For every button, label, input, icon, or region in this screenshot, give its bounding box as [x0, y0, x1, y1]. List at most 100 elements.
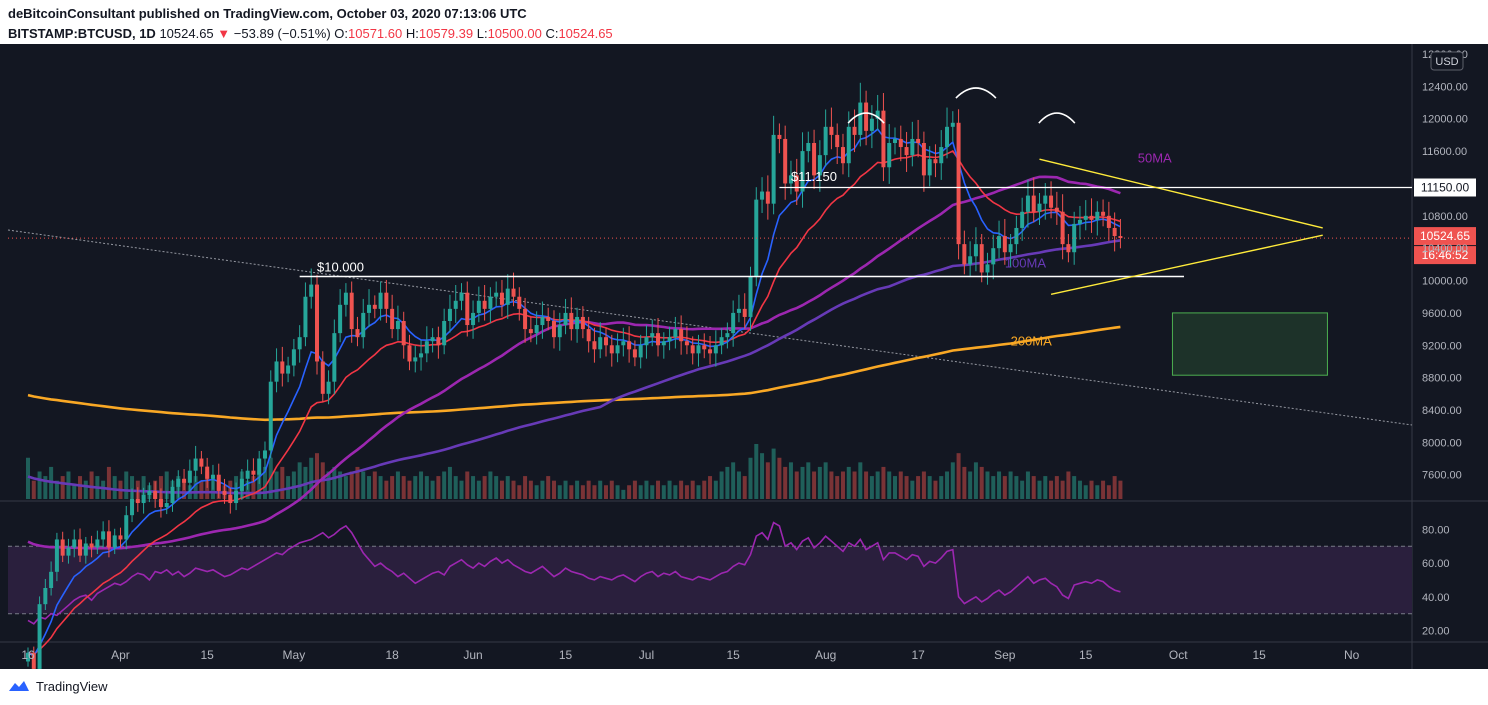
candle-body	[436, 337, 441, 346]
volume-bar	[528, 480, 533, 499]
candle-body	[262, 450, 267, 459]
volume-bar	[893, 476, 897, 499]
volume-bar	[921, 471, 926, 499]
candle-body	[731, 312, 736, 334]
volume-bar	[592, 485, 597, 499]
volume-bar	[291, 471, 296, 499]
volume-bar	[869, 476, 874, 499]
volume-bar	[673, 485, 678, 499]
candle-body	[702, 345, 707, 350]
candle-body	[1112, 227, 1117, 237]
volume-bar	[956, 453, 961, 499]
volume-bar	[708, 476, 713, 499]
candle-body	[673, 329, 678, 338]
high-label: H:	[405, 26, 419, 41]
volume-bar	[315, 453, 319, 499]
volume-bar	[771, 448, 776, 499]
candle-body	[153, 490, 158, 499]
symbol-label[interactable]: BITSTAMP:BTCUSD, 1D	[8, 26, 156, 41]
candle-body	[627, 341, 632, 350]
candle-body	[476, 300, 481, 313]
volume-bar	[927, 476, 932, 499]
candle-body	[1072, 223, 1077, 253]
volume-bar	[748, 457, 753, 499]
candle-body	[898, 138, 903, 148]
candle-body	[604, 337, 608, 346]
volume-bar	[684, 485, 689, 499]
footer-brand[interactable]: TradingView	[36, 678, 108, 694]
volume-bar	[1083, 485, 1088, 499]
volume-bar	[765, 462, 770, 499]
volume-bar	[621, 489, 626, 499]
volume-bar	[979, 466, 984, 499]
volume-bar	[280, 466, 285, 499]
time-tick-label: 17	[911, 648, 925, 662]
candle-body	[621, 341, 626, 346]
volume-bar	[858, 462, 863, 499]
volume-bar	[158, 476, 163, 499]
candle-body	[124, 515, 129, 540]
candle-body	[187, 470, 192, 483]
candle-body	[384, 292, 389, 309]
volume-bar	[112, 476, 117, 499]
time-tick-label: Oct	[1169, 648, 1188, 662]
time-tick-label: Sep	[994, 648, 1016, 662]
volume-bar	[852, 471, 857, 499]
volume-bar	[650, 485, 655, 499]
rsi-tick-label: 20.00	[1422, 626, 1450, 638]
candle-body	[390, 308, 395, 330]
change-value: −53.89 (−0.51%)	[233, 26, 331, 41]
price-chart[interactable]: $10.000 $11.150 50MA 100MA 200MA 11150.00 1052…	[0, 44, 1488, 669]
volume-bar	[355, 466, 360, 499]
candle-body	[800, 151, 805, 192]
volume-bar	[1002, 476, 1007, 499]
countdown-tag: 16:46:52	[1422, 248, 1469, 262]
candle-body	[858, 102, 863, 135]
volume-bar	[1060, 480, 1065, 499]
candle-body	[939, 147, 944, 164]
level-11150-label: $11.150	[791, 169, 837, 184]
volume-bar	[297, 462, 302, 499]
rsi-tick-label: 40.00	[1422, 592, 1450, 604]
time-tick-label: Jun	[463, 648, 482, 662]
candle-body	[176, 478, 181, 487]
candle-body	[916, 138, 921, 143]
volume-bar	[679, 480, 684, 499]
volume-bar	[378, 476, 383, 499]
candle-body	[534, 325, 539, 334]
candle-body	[985, 264, 990, 273]
candle-body	[736, 308, 741, 313]
candle-body	[592, 341, 597, 350]
candle-body	[1077, 219, 1082, 224]
candle-body	[748, 276, 753, 317]
volume-bar	[702, 480, 707, 499]
price-tick-label: 8400.00	[1422, 405, 1462, 417]
volume-bar	[511, 480, 516, 499]
candle-body	[170, 486, 175, 504]
currency-label: USD	[1435, 56, 1458, 68]
candle-body	[447, 308, 452, 321]
candle-body	[817, 155, 822, 176]
candle-body	[615, 345, 620, 354]
volume-bar	[783, 466, 788, 499]
candle-body	[528, 329, 533, 334]
volume-bar	[245, 480, 250, 499]
target-box	[1171, 312, 1328, 376]
volume-bar	[488, 471, 493, 499]
ma50-label: 50MA	[1138, 150, 1172, 165]
level-11150-tag-bg	[1414, 178, 1476, 197]
volume-bar	[696, 485, 701, 499]
candle-body	[268, 381, 273, 451]
price-tick-label: 10800.00	[1422, 211, 1468, 223]
candle-body	[216, 474, 221, 491]
price-tick-label: 9600.00	[1422, 308, 1462, 320]
price-tick-label: 9200.00	[1422, 340, 1462, 352]
candle-body	[291, 349, 296, 366]
candle-body	[575, 316, 580, 330]
candle-body	[465, 292, 470, 326]
volume-bar	[736, 471, 741, 499]
ma200-line	[27, 325, 1121, 422]
candle-body	[1043, 195, 1048, 204]
publisher-line: deBitcoinConsultant published on Trading…	[8, 4, 613, 24]
candle-body	[112, 535, 117, 548]
